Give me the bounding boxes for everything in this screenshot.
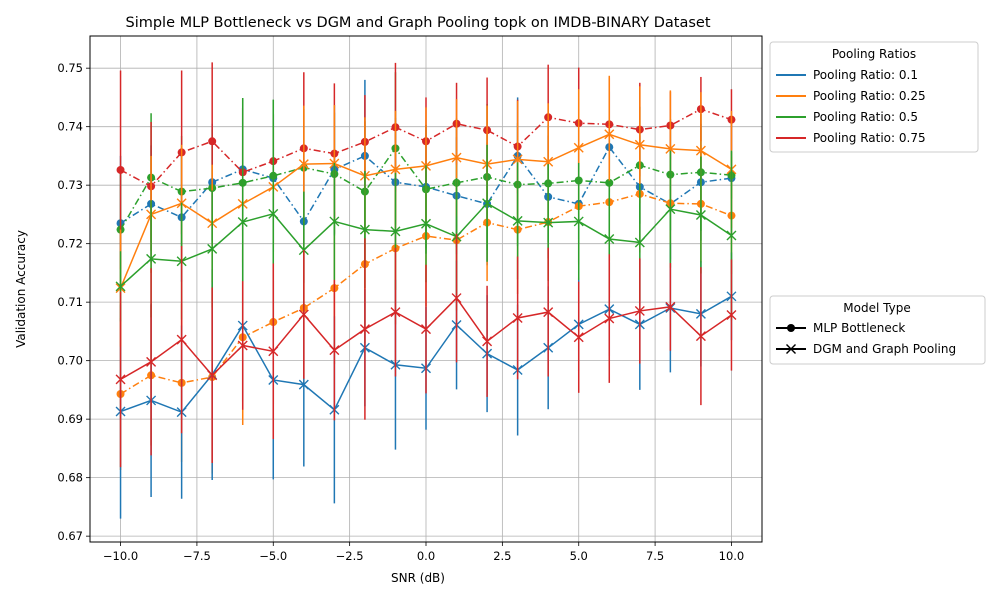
legend-pooling-label: Pooling Ratio: 0.25 (813, 89, 926, 103)
data-point (237, 217, 248, 228)
data-point (359, 224, 370, 235)
x-tick-label: 7.5 (646, 549, 664, 563)
data-point (573, 332, 584, 343)
data-point (512, 215, 523, 226)
data-point (543, 307, 554, 318)
data-point (146, 253, 157, 264)
x-axis-label: SNR (dB) (391, 571, 445, 585)
data-point (695, 145, 706, 156)
data-point (207, 370, 218, 381)
data-point (451, 152, 462, 163)
series-line (119, 147, 732, 231)
data-point (665, 301, 676, 312)
data-point (543, 156, 554, 167)
y-tick-label: 0.69 (57, 412, 83, 426)
data-point (421, 324, 431, 335)
y-tick-label: 0.75 (57, 61, 83, 75)
x-tick-label: 0.0 (417, 549, 435, 563)
y-axis-label: Validation Accuracy (14, 230, 28, 348)
x-tick-label: −7.5 (183, 549, 211, 563)
data-point (604, 233, 615, 244)
x-axis: −10.0 −7.5 −5.0 −2.5 0.0 2.5 5.0 7.5 10.0 (103, 542, 744, 563)
legend-pooling-label: Pooling Ratio: 0.75 (813, 131, 926, 145)
data-point (512, 154, 523, 165)
legend-pooling-ratios: Pooling Ratios Pooling Ratio: 0.1 Pooling… (769, 41, 979, 153)
x-tick-label: 2.5 (493, 549, 511, 563)
data-point (208, 137, 217, 146)
data-point (665, 204, 676, 215)
x-tick-label: −10.0 (103, 549, 138, 563)
data-point (695, 331, 706, 342)
legend-pooling-label: Pooling Ratio: 0.5 (813, 110, 918, 124)
data-point (268, 346, 279, 357)
data-point (390, 226, 401, 237)
data-point (390, 164, 401, 175)
data-point (421, 218, 431, 229)
data-point (665, 143, 676, 154)
x-tick-label: −2.5 (336, 549, 364, 563)
data-point (116, 165, 125, 174)
series-dgm-and-graph-pooling-ratio-0-75 (115, 233, 737, 468)
data-point (268, 208, 279, 219)
y-tick-label: 0.70 (57, 354, 83, 368)
y-tick-label: 0.71 (57, 295, 83, 309)
data-point (543, 217, 554, 228)
y-axis: 0.67 0.68 0.69 0.70 0.71 0.72 0.73 0.74 0.75 (57, 61, 90, 543)
data-point (573, 142, 584, 153)
legend-model-label: MLP Bottleneck (813, 321, 905, 335)
data-point (726, 310, 737, 321)
y-tick-label: 0.68 (57, 471, 83, 485)
series-line (120, 145, 732, 224)
x-tick-label: 5.0 (570, 549, 588, 563)
data-point (634, 305, 645, 316)
data-point (604, 313, 615, 324)
x-tick-label: −5.0 (259, 549, 287, 563)
data-point (512, 312, 523, 323)
series-layer (115, 62, 737, 519)
data-point (451, 293, 462, 304)
data-point (329, 345, 340, 356)
data-point (726, 230, 737, 241)
legend-pooling-box (769, 41, 979, 153)
data-point (482, 198, 493, 209)
data-point (146, 356, 157, 367)
data-point (298, 379, 309, 390)
legend-model-marker (786, 344, 796, 354)
data-point (573, 216, 584, 227)
data-point (695, 210, 706, 220)
legend-model-marker (787, 324, 795, 332)
data-point (207, 243, 218, 254)
legend-model-type: Model Type MLP Bottleneck DGM and Graph P… (769, 295, 986, 365)
data-point (176, 334, 187, 345)
data-point (298, 159, 309, 170)
legend-pooling-label: Pooling Ratio: 0.1 (813, 68, 918, 82)
data-point (390, 307, 401, 318)
data-point (115, 374, 126, 385)
y-tick-label: 0.72 (57, 237, 83, 251)
legend-model-box (769, 295, 986, 365)
data-point (329, 216, 340, 227)
data-point (237, 340, 248, 351)
legend-pooling-title: Pooling Ratios (832, 47, 916, 61)
data-point (634, 139, 645, 150)
data-point (634, 237, 645, 248)
legend-model-label: DGM and Graph Pooling (813, 342, 956, 356)
y-tick-label: 0.74 (57, 120, 83, 134)
x-tick-label: 10.0 (719, 549, 745, 563)
data-point (298, 309, 309, 320)
legend-model-title: Model Type (843, 301, 910, 315)
data-point (115, 281, 126, 292)
chart-title: Simple MLP Bottleneck vs DGM and Graph P… (126, 15, 711, 31)
data-point (359, 324, 370, 335)
y-tick-label: 0.73 (57, 178, 83, 192)
data-point (604, 129, 615, 140)
data-point (482, 336, 493, 347)
y-tick-label: 0.67 (57, 529, 83, 543)
